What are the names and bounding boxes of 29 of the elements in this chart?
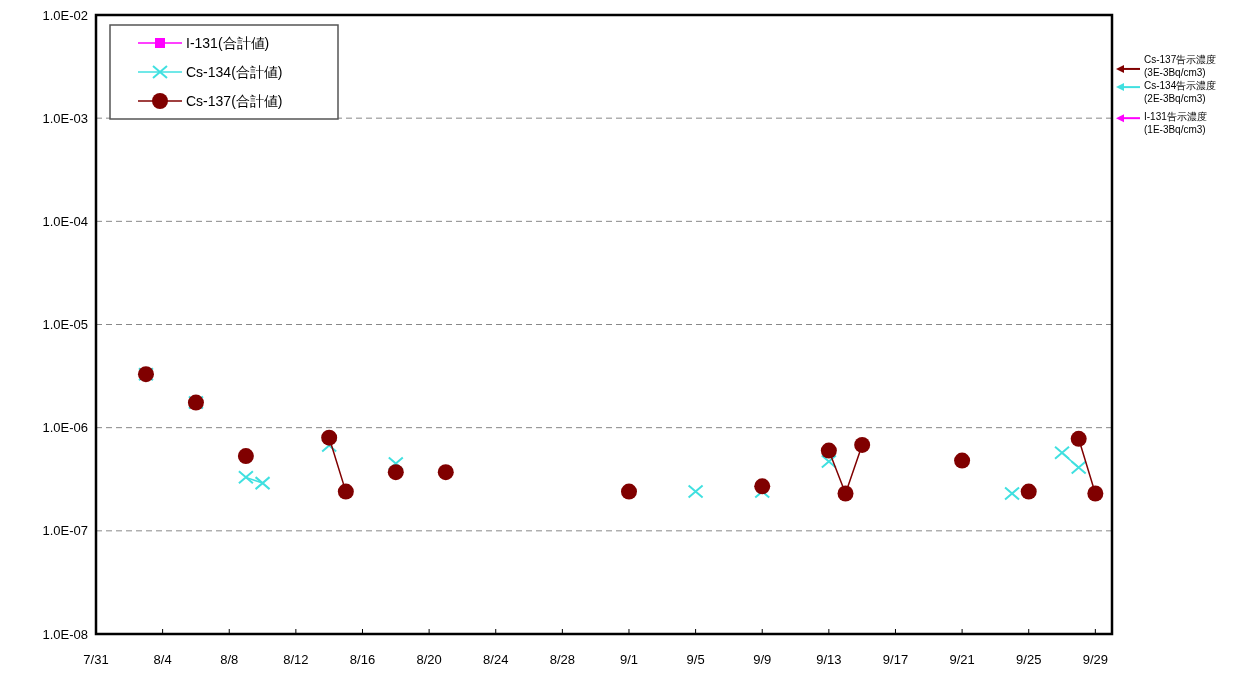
ref-line-label: I-131告示濃度 (1E-3Bq/cm3) [1144, 110, 1207, 135]
legend-label: Cs-137(合計値) [186, 92, 283, 109]
legend-label: Cs-134(合計値) [186, 63, 283, 80]
ref-line-label: Cs-134告示濃度 (2E-3Bq/cm3) [1144, 79, 1217, 104]
y-tick-label: 1.0E-07 [42, 523, 88, 539]
x-tick-label: 7/31 [83, 652, 109, 667]
y-tick-label: 1.0E-02 [42, 7, 88, 23]
y-tick-label: 1.0E-04 [42, 213, 88, 229]
x-tick-label: 9/21 [949, 652, 975, 667]
y-tick-label: 1.0E-05 [42, 317, 88, 333]
x-tick-label: 8/20 [416, 652, 442, 667]
x-tick-label: 9/9 [753, 652, 772, 667]
y-tick-label: 1.0E-03 [42, 110, 88, 126]
ref-line-label: Cs-137告示濃度 (3E-3Bq/cm3) [1144, 53, 1217, 78]
legend-label: I-131(合計値) [186, 34, 270, 51]
y-tick-label: 1.0E-08 [42, 626, 88, 642]
x-tick-label: 8/12 [283, 652, 309, 667]
x-tick-label: 8/16 [349, 652, 376, 667]
x-tick-label: 9/29 [1082, 652, 1108, 667]
x-tick-label: 8/4 [153, 652, 172, 667]
x-tick-label: 9/5 [686, 652, 705, 667]
x-tick-label: 8/28 [549, 652, 576, 667]
x-tick-label: 9/13 [816, 652, 842, 667]
y-tick-label: 1.0E-06 [42, 420, 88, 436]
x-tick-label: 9/17 [882, 652, 909, 667]
x-tick-label: 8/8 [220, 652, 239, 667]
x-tick-label: 9/1 [619, 652, 639, 667]
x-tick-label: 9/25 [1016, 652, 1042, 667]
x-tick-label: 8/24 [483, 652, 509, 667]
